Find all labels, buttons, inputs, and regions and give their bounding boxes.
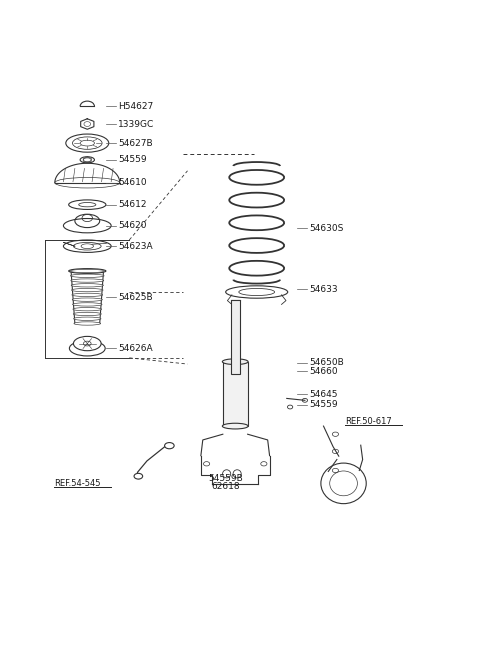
Text: REF.54-545: REF.54-545 — [54, 479, 100, 488]
Text: 54645: 54645 — [309, 389, 338, 399]
Text: 54626A: 54626A — [118, 344, 153, 353]
Ellipse shape — [69, 269, 106, 274]
Ellipse shape — [71, 279, 104, 282]
Ellipse shape — [72, 293, 103, 296]
Text: 54630S: 54630S — [309, 224, 344, 232]
Ellipse shape — [222, 423, 248, 429]
Ellipse shape — [222, 359, 248, 364]
Text: 54650B: 54650B — [309, 358, 344, 367]
Text: 54559B: 54559B — [208, 474, 243, 483]
Text: 54627B: 54627B — [118, 138, 153, 148]
Ellipse shape — [321, 463, 366, 503]
Text: H54627: H54627 — [118, 102, 154, 111]
Bar — [223, 362, 248, 426]
Ellipse shape — [73, 317, 101, 320]
Text: 54660: 54660 — [309, 367, 338, 376]
Ellipse shape — [72, 303, 102, 306]
Ellipse shape — [134, 474, 143, 479]
Text: 54620: 54620 — [118, 221, 147, 230]
Ellipse shape — [74, 322, 101, 325]
Text: REF.50-617: REF.50-617 — [345, 417, 392, 426]
Text: 1339GC: 1339GC — [118, 120, 155, 129]
Bar — [231, 300, 240, 373]
Text: 54633: 54633 — [309, 285, 338, 294]
Text: 54625B: 54625B — [118, 292, 153, 302]
Ellipse shape — [73, 307, 102, 311]
Ellipse shape — [165, 443, 174, 449]
Ellipse shape — [70, 269, 105, 272]
Ellipse shape — [73, 336, 101, 351]
Ellipse shape — [73, 313, 101, 316]
Text: 54559: 54559 — [309, 400, 338, 409]
Text: 54623A: 54623A — [118, 242, 153, 250]
Text: 54612: 54612 — [118, 200, 147, 209]
Text: 54610: 54610 — [118, 178, 147, 187]
Ellipse shape — [72, 298, 102, 302]
Text: 54559: 54559 — [118, 155, 147, 164]
Ellipse shape — [72, 289, 103, 292]
Text: 62618: 62618 — [211, 482, 240, 491]
Ellipse shape — [71, 283, 103, 287]
Ellipse shape — [71, 274, 104, 278]
